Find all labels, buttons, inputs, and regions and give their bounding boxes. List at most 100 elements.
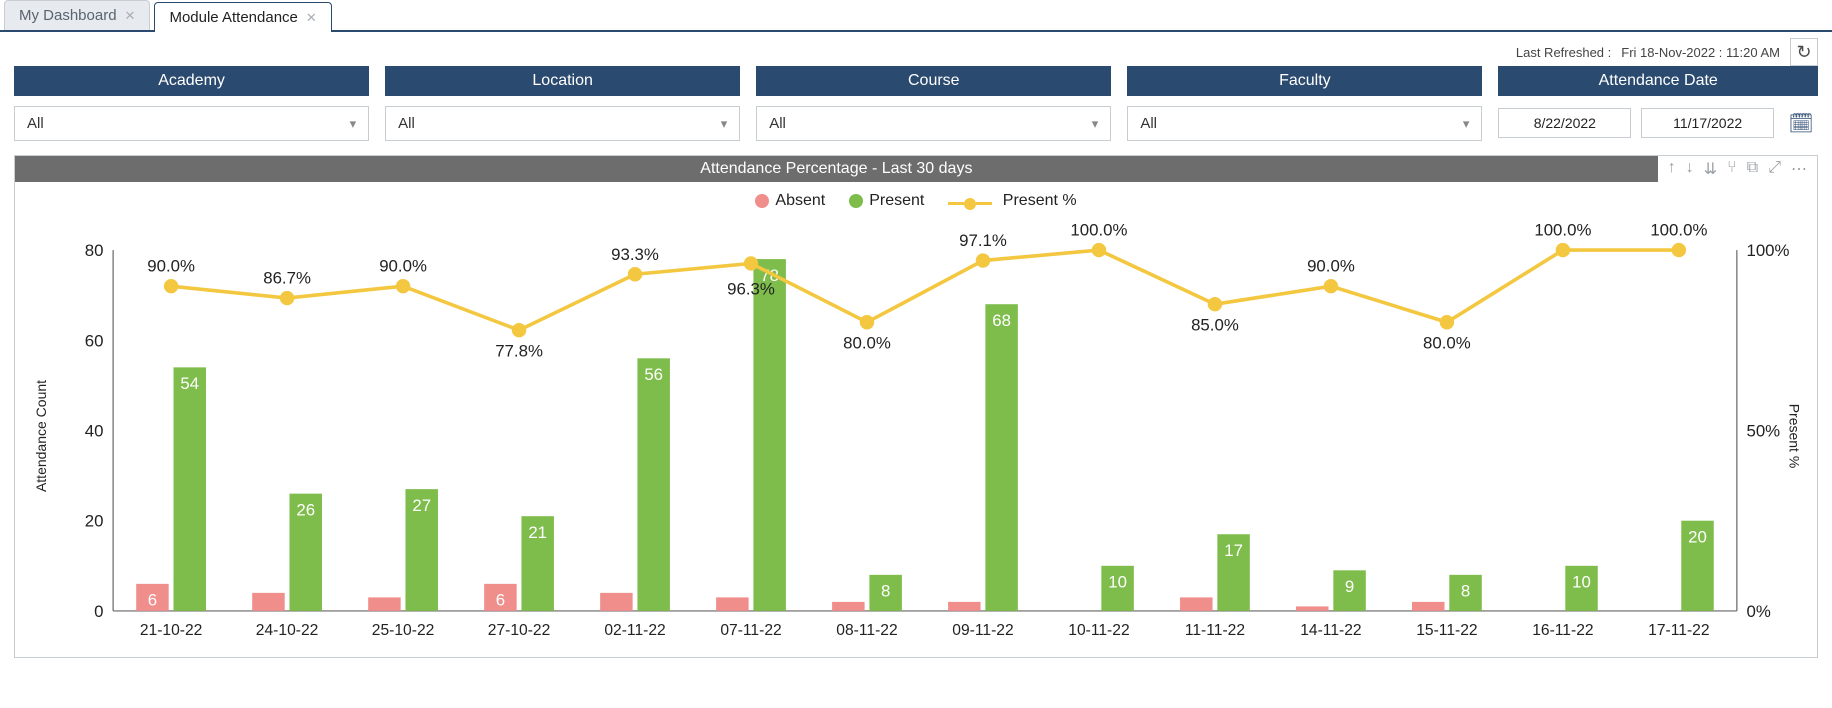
filter-header: Location bbox=[385, 66, 740, 96]
drill-down-icon[interactable]: ↓ bbox=[1686, 159, 1694, 179]
focus-icon[interactable]: ⤢ bbox=[1768, 159, 1781, 179]
chevron-down-icon: ▾ bbox=[350, 116, 357, 132]
date-from-input[interactable]: 8/22/2022 bbox=[1498, 108, 1631, 138]
filter-header: Course bbox=[756, 66, 1111, 96]
filter-dropdown-course[interactable]: All ▾ bbox=[756, 106, 1111, 141]
swatch-icon bbox=[755, 194, 769, 208]
card-tools: ↑ ↓ ⇊ ⑂ ⧉ ⤢ ⋯ bbox=[1658, 159, 1817, 179]
svg-text:100.0%: 100.0% bbox=[1534, 221, 1591, 240]
chevron-down-icon: ▾ bbox=[1092, 116, 1099, 132]
filter-value: All bbox=[27, 115, 44, 132]
svg-text:16-11-22: 16-11-22 bbox=[1532, 622, 1593, 639]
tab-label: My Dashboard bbox=[19, 7, 117, 24]
filter-header: Attendance Date bbox=[1498, 66, 1818, 96]
date-to-input[interactable]: 11/17/2022 bbox=[1641, 108, 1774, 138]
svg-text:0%: 0% bbox=[1746, 602, 1770, 621]
chevron-down-icon: ▾ bbox=[721, 116, 728, 132]
svg-text:96.3%: 96.3% bbox=[727, 280, 775, 299]
svg-text:0: 0 bbox=[94, 602, 103, 621]
legend-absent: Absent bbox=[755, 192, 825, 210]
svg-text:15-11-22: 15-11-22 bbox=[1416, 622, 1477, 639]
svg-text:27-10-22: 27-10-22 bbox=[488, 622, 551, 639]
svg-text:14-11-22: 14-11-22 bbox=[1300, 622, 1361, 639]
svg-text:86.7%: 86.7% bbox=[263, 269, 311, 288]
filter-attendance-date: Attendance Date 8/22/2022 11/17/2022 🗓 bbox=[1498, 66, 1818, 140]
hierarchy-icon[interactable]: ⑂ bbox=[1727, 159, 1737, 179]
svg-text:80.0%: 80.0% bbox=[1423, 334, 1471, 353]
svg-text:77.8%: 77.8% bbox=[495, 342, 543, 361]
copy-icon[interactable]: ⧉ bbox=[1747, 159, 1758, 179]
chart-title: Attendance Percentage - Last 30 days bbox=[15, 156, 1658, 182]
chart-svg: 0204060800%50%100%65490.0%21-10-222686.7… bbox=[65, 214, 1797, 647]
svg-text:25-10-22: 25-10-22 bbox=[372, 622, 435, 639]
svg-text:100.0%: 100.0% bbox=[1650, 221, 1707, 240]
svg-text:68: 68 bbox=[992, 311, 1011, 330]
filter-header: Academy bbox=[14, 66, 369, 96]
chart-card: Attendance Percentage - Last 30 days ↑ ↓… bbox=[14, 155, 1818, 658]
close-icon[interactable]: ✕ bbox=[306, 10, 317, 26]
svg-text:17-11-22: 17-11-22 bbox=[1648, 622, 1709, 639]
svg-text:9: 9 bbox=[1345, 577, 1354, 596]
svg-text:56: 56 bbox=[644, 365, 663, 384]
tab-label: Module Attendance bbox=[169, 9, 297, 26]
svg-text:80.0%: 80.0% bbox=[843, 334, 891, 353]
filter-dropdown-faculty[interactable]: All ▾ bbox=[1127, 106, 1482, 141]
calendar-icon[interactable]: 🗓 bbox=[1784, 106, 1818, 140]
filter-value: All bbox=[769, 115, 786, 132]
svg-text:97.1%: 97.1% bbox=[959, 231, 1007, 250]
legend-present: Present bbox=[849, 192, 924, 210]
svg-text:90.0%: 90.0% bbox=[147, 257, 195, 276]
card-title-bar: Attendance Percentage - Last 30 days ↑ ↓… bbox=[15, 156, 1817, 182]
chart-area: Attendance Count Present % 0204060800%50… bbox=[15, 214, 1817, 657]
filter-location: Location All ▾ bbox=[385, 66, 740, 141]
svg-text:60: 60 bbox=[85, 331, 104, 350]
svg-text:08-11-22: 08-11-22 bbox=[836, 622, 897, 639]
filter-course: Course All ▾ bbox=[756, 66, 1111, 141]
tab-my-dashboard[interactable]: My Dashboard ✕ bbox=[4, 0, 150, 30]
svg-text:85.0%: 85.0% bbox=[1191, 316, 1239, 335]
svg-text:11-11-22: 11-11-22 bbox=[1185, 622, 1245, 639]
svg-text:50%: 50% bbox=[1746, 422, 1780, 441]
svg-text:100.0%: 100.0% bbox=[1070, 221, 1127, 240]
filters-row: Academy All ▾ Location All ▾ Course All … bbox=[0, 66, 1832, 155]
svg-text:40: 40 bbox=[85, 422, 104, 441]
svg-text:100%: 100% bbox=[1746, 241, 1789, 260]
expand-down-icon[interactable]: ⇊ bbox=[1704, 159, 1717, 179]
drill-up-icon[interactable]: ↑ bbox=[1668, 159, 1676, 179]
svg-text:26: 26 bbox=[296, 500, 315, 519]
svg-text:20: 20 bbox=[1688, 527, 1707, 546]
tab-module-attendance[interactable]: Module Attendance ✕ bbox=[154, 2, 331, 32]
legend-present-pct: Present % bbox=[948, 192, 1076, 210]
svg-text:8: 8 bbox=[1461, 581, 1470, 600]
svg-text:6: 6 bbox=[496, 591, 505, 610]
chevron-down-icon: ▾ bbox=[1463, 116, 1470, 132]
svg-text:17: 17 bbox=[1224, 541, 1243, 560]
last-refreshed-value: Fri 18-Nov-2022 : 11:20 AM bbox=[1621, 45, 1780, 60]
filter-dropdown-location[interactable]: All ▾ bbox=[385, 106, 740, 141]
svg-text:24-10-22: 24-10-22 bbox=[256, 622, 319, 639]
svg-text:10: 10 bbox=[1572, 572, 1591, 591]
y-right-axis-label: Present % bbox=[1787, 403, 1803, 468]
filter-dropdown-academy[interactable]: All ▾ bbox=[14, 106, 369, 141]
filter-value: All bbox=[398, 115, 415, 132]
svg-text:27: 27 bbox=[412, 496, 431, 515]
more-icon[interactable]: ⋯ bbox=[1791, 159, 1807, 179]
svg-text:90.0%: 90.0% bbox=[379, 257, 427, 276]
svg-text:20: 20 bbox=[85, 512, 104, 531]
svg-text:6: 6 bbox=[148, 591, 157, 610]
last-refreshed-prefix: Last Refreshed : bbox=[1516, 45, 1611, 60]
last-refreshed-row: Last Refreshed : Fri 18-Nov-2022 : 11:20… bbox=[0, 32, 1832, 66]
svg-text:93.3%: 93.3% bbox=[611, 245, 659, 264]
filter-value: All bbox=[1140, 115, 1157, 132]
swatch-icon bbox=[849, 194, 863, 208]
refresh-button[interactable]: ↻ bbox=[1790, 38, 1818, 66]
svg-text:09-11-22: 09-11-22 bbox=[952, 622, 1013, 639]
tabs-bar: My Dashboard ✕ Module Attendance ✕ bbox=[0, 0, 1832, 32]
svg-text:21-10-22: 21-10-22 bbox=[140, 622, 203, 639]
close-icon[interactable]: ✕ bbox=[125, 8, 136, 24]
svg-text:90.0%: 90.0% bbox=[1307, 257, 1355, 276]
svg-text:80: 80 bbox=[85, 241, 104, 260]
filter-faculty: Faculty All ▾ bbox=[1127, 66, 1482, 141]
svg-text:10: 10 bbox=[1108, 572, 1127, 591]
svg-text:8: 8 bbox=[881, 581, 890, 600]
